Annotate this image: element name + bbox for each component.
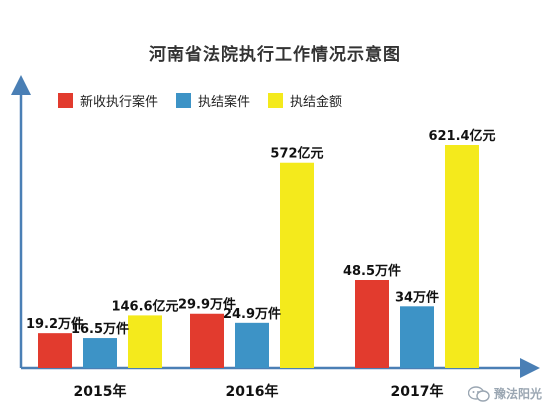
legend-item-closed-cases: 执结案件 bbox=[176, 91, 250, 110]
bar-closed-cases-3 bbox=[400, 306, 434, 368]
x-tick-label-2: 2016年 bbox=[226, 383, 279, 400]
bar-closed-amount-2 bbox=[280, 162, 314, 368]
legend-swatch-new-cases bbox=[58, 93, 73, 108]
bar-closed-amount-1 bbox=[128, 315, 162, 368]
bar-new-cases-2 bbox=[190, 313, 224, 368]
data-label-closed-amount-3: 621.4亿元 bbox=[428, 128, 495, 144]
bar-new-cases-3 bbox=[355, 280, 389, 368]
data-label-new-cases-2: 29.9万件 bbox=[178, 297, 236, 313]
watermark: 豫法阳光 bbox=[467, 385, 542, 402]
watermark-text: 豫法阳光 bbox=[493, 387, 542, 401]
bar-closed-cases-2 bbox=[235, 322, 269, 368]
legend-label-new-cases: 新收执行案件 bbox=[80, 95, 159, 110]
bar-new-cases-1 bbox=[38, 333, 72, 368]
wechat-icon bbox=[467, 385, 490, 402]
legend-item-closed-amount: 执结金额 bbox=[268, 91, 342, 110]
bar-closed-cases-1 bbox=[83, 338, 117, 368]
data-label-new-cases-1: 19.2万件 bbox=[26, 316, 84, 332]
legend-swatch-closed-amount bbox=[268, 93, 284, 108]
x-tick-label-3: 2017年 bbox=[391, 383, 444, 400]
bar-closed-amount-3 bbox=[445, 145, 479, 368]
legend: 新收执行案件 执结案件 执结金额 bbox=[58, 91, 360, 110]
legend-swatch-closed-cases bbox=[176, 93, 192, 108]
data-label-closed-cases-3: 34万件 bbox=[395, 289, 439, 305]
data-label-closed-amount-1: 146.6亿元 bbox=[111, 298, 178, 314]
legend-item-new-cases: 新收执行案件 bbox=[58, 91, 158, 110]
data-label-closed-cases-1: 16.5万件 bbox=[71, 321, 129, 337]
legend-label-closed-cases: 执结案件 bbox=[198, 95, 251, 110]
legend-label-closed-amount: 执结金额 bbox=[290, 95, 343, 110]
data-label-closed-amount-2: 572亿元 bbox=[270, 146, 323, 162]
x-tick-label-1: 2015年 bbox=[74, 383, 127, 400]
data-label-new-cases-3: 48.5万件 bbox=[343, 263, 401, 279]
data-label-closed-cases-2: 24.9万件 bbox=[223, 306, 281, 322]
chart-title: 河南省法院执行工作情况示意图 bbox=[149, 45, 401, 65]
